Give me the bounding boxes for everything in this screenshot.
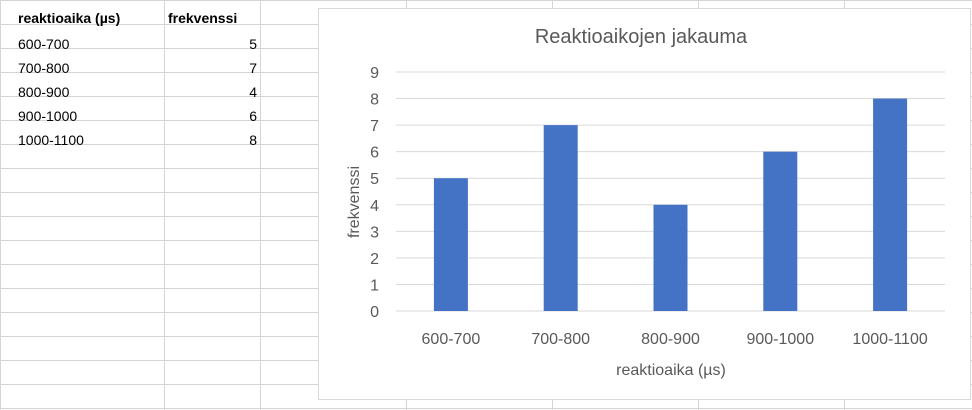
header-cell-reaction-time[interactable]: reaktioaika (µs) [18, 10, 121, 26]
header-cell-frequency[interactable]: frekvenssi [168, 10, 238, 26]
x-axis-ticks: 600-700 700-800 800-900 900-1000 1000-1100 [422, 331, 928, 348]
bars [433, 98, 908, 311]
table-cell-frequency[interactable]: 6 [249, 108, 257, 124]
column-divider [164, 0, 165, 410]
table-cell-frequency[interactable]: 4 [249, 84, 257, 100]
bar[interactable] [433, 178, 468, 311]
y-tick-label: 3 [370, 224, 379, 241]
x-tick-label: 700-800 [531, 331, 590, 348]
bar[interactable] [653, 204, 688, 311]
x-tick-label: 600-700 [422, 331, 481, 348]
bar[interactable] [763, 151, 798, 311]
table-cell-range[interactable]: 800-900 [18, 84, 70, 100]
x-axis-title: reaktioaika (µs) [616, 362, 726, 379]
y-axis-title: frekvenssi [346, 166, 363, 238]
x-tick-label: 900-1000 [746, 331, 814, 348]
bar[interactable] [873, 98, 908, 311]
table-cell-range[interactable]: 900-1000 [18, 108, 78, 124]
table-cell-range[interactable]: 700-800 [18, 60, 70, 76]
bar-chart: Reaktioaikojen jakauma 0 1 2 3 4 5 6 7 8 9 600-70… [346, 26, 945, 379]
bar[interactable] [543, 125, 578, 311]
y-axis-ticks: 0 1 2 3 4 5 6 7 8 9 [370, 65, 379, 321]
chart-container[interactable]: Reaktioaikojen jakauma 0 1 2 3 4 5 6 7 8 9 600-70… [318, 8, 971, 400]
table-cell-frequency[interactable]: 7 [249, 60, 257, 76]
y-tick-label: 6 [370, 145, 379, 162]
y-tick-label: 1 [370, 277, 379, 294]
y-tick-label: 8 [370, 92, 379, 109]
x-tick-label: 800-900 [641, 331, 700, 348]
y-tick-label: 7 [370, 118, 379, 135]
y-tick-label: 0 [370, 304, 379, 321]
x-tick-label: 1000-1100 [852, 331, 927, 348]
table-cell-range[interactable]: 600-700 [18, 36, 70, 52]
column-divider [260, 0, 261, 410]
table-cell-frequency[interactable]: 8 [249, 132, 257, 148]
table-cell-range[interactable]: 1000-1100 [18, 132, 84, 148]
table-cell-frequency[interactable]: 5 [249, 36, 257, 52]
y-tick-label: 9 [370, 65, 379, 82]
chart-title: Reaktioaikojen jakauma [535, 26, 748, 48]
y-tick-label: 5 [370, 171, 379, 188]
y-tick-label: 4 [370, 198, 379, 215]
y-tick-label: 2 [370, 251, 379, 268]
